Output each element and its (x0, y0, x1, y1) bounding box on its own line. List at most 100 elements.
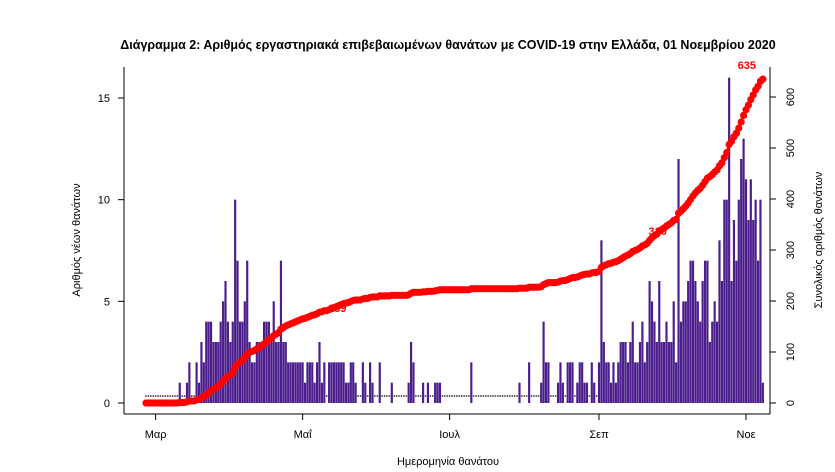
zero-marker (326, 395, 328, 397)
new-deaths-bar (634, 362, 636, 403)
new-deaths-bar (408, 383, 410, 403)
zero-marker (415, 395, 417, 397)
zero-marker (374, 395, 376, 397)
new-deaths-bar (335, 362, 337, 403)
new-deaths-bar (287, 362, 289, 403)
zero-marker (160, 395, 162, 397)
new-deaths-bar (352, 362, 354, 403)
zero-marker (367, 395, 369, 397)
new-deaths-bar (738, 200, 740, 403)
new-deaths-bar (263, 322, 265, 403)
new-deaths-bar (547, 362, 549, 403)
zero-marker (516, 395, 518, 397)
new-deaths-bar (371, 383, 373, 403)
zero-marker (502, 395, 504, 397)
new-deaths-bar (661, 342, 663, 403)
right-tick-label: 600 (785, 88, 797, 106)
zero-marker (451, 395, 453, 397)
new-deaths-bar (670, 342, 672, 403)
zero-marker (429, 395, 431, 397)
new-deaths-bar (745, 179, 747, 403)
new-deaths-bar (704, 261, 706, 403)
new-deaths-bar (379, 362, 381, 403)
new-deaths-bar (610, 383, 612, 403)
zero-marker (499, 395, 501, 397)
new-deaths-bar (605, 362, 607, 403)
x-axis-label: Ημερομηνία θανάτου (397, 456, 499, 468)
new-deaths-bar (649, 281, 651, 403)
new-deaths-bar (304, 383, 306, 403)
right-tick-label: 0 (785, 400, 797, 406)
new-deaths-bar (612, 362, 614, 403)
cumulative-annotation: 159 (328, 303, 346, 315)
new-deaths-bar (576, 383, 578, 403)
zero-marker (509, 395, 511, 397)
left-axis-ticks: 0 5 10 15 (98, 93, 124, 410)
new-deaths-bar (222, 301, 224, 403)
y-axis-label-left: Αριθμός νέων θανάτων (71, 183, 83, 297)
zero-marker (357, 395, 359, 397)
zero-marker (531, 395, 533, 397)
new-deaths-bar (188, 362, 190, 403)
zero-marker (417, 395, 419, 397)
new-deaths-bar (302, 362, 304, 403)
new-deaths-bar (636, 362, 638, 403)
zero-marker (388, 395, 390, 397)
zero-marker (480, 395, 482, 397)
new-deaths-bar (714, 301, 716, 403)
zero-marker (403, 395, 405, 397)
new-deaths-bar (624, 342, 626, 403)
zero-marker (458, 395, 460, 397)
new-deaths-bar (759, 200, 761, 403)
left-tick-label: 5 (104, 296, 110, 308)
new-deaths-bar (528, 362, 530, 403)
new-deaths-bar (557, 383, 559, 403)
zero-marker (191, 395, 193, 397)
zero-marker (523, 395, 525, 397)
new-deaths-bar (340, 362, 342, 403)
zero-marker (193, 395, 195, 397)
cumulative-point (738, 118, 745, 125)
new-deaths-bar (410, 342, 412, 403)
zero-marker (463, 395, 465, 397)
new-deaths-bar (757, 261, 759, 403)
new-deaths-bar (391, 383, 393, 403)
left-tick-label: 10 (98, 195, 110, 207)
new-deaths-bars (179, 78, 764, 403)
zero-marker (405, 395, 407, 397)
zero-marker (174, 395, 176, 397)
new-deaths-bar (694, 281, 696, 403)
new-deaths-bar (632, 322, 634, 403)
new-deaths-bar (275, 342, 277, 403)
zero-marker (487, 395, 489, 397)
left-tick-label: 15 (98, 93, 110, 105)
new-deaths-bar (270, 342, 272, 403)
zero-marker (384, 395, 386, 397)
zero-marker (386, 395, 388, 397)
zero-marker (485, 395, 487, 397)
zero-marker (596, 395, 598, 397)
new-deaths-bar (581, 362, 583, 403)
new-deaths-bar (559, 362, 561, 403)
new-deaths-bar (268, 322, 270, 403)
zero-marker (420, 395, 422, 397)
new-deaths-bar (677, 159, 679, 403)
x-tick-label: Ιουλ (439, 429, 460, 441)
chart-title: Διάγραμμα 2: Αριθμός εργαστηριακά επιβεβ… (120, 38, 775, 52)
cumulative-annotation: 310 (648, 226, 666, 238)
zero-marker (461, 395, 463, 397)
new-deaths-bar (646, 342, 648, 403)
new-deaths-bar (215, 342, 217, 403)
new-deaths-bar (246, 261, 248, 403)
right-axis-ticks: 0100200300400500600 (770, 88, 797, 406)
new-deaths-bar (586, 383, 588, 403)
new-deaths-bar (723, 200, 725, 403)
new-deaths-bar (697, 301, 699, 403)
new-deaths-bar (232, 322, 234, 403)
new-deaths-bar (236, 261, 238, 403)
new-deaths-bar (740, 159, 742, 403)
zero-marker (511, 395, 513, 397)
zero-marker (155, 395, 157, 397)
new-deaths-bar (273, 301, 275, 403)
